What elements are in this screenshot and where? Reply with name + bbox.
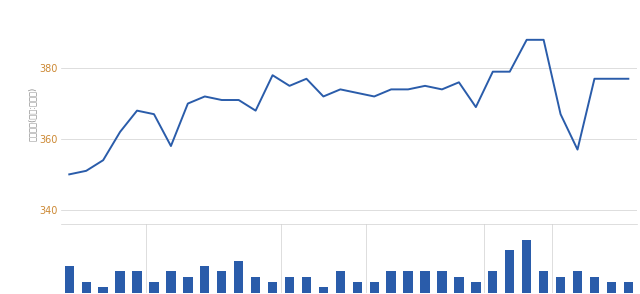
Bar [234,261,243,293]
Bar [319,287,328,293]
Bar [132,271,141,293]
Bar [623,282,633,293]
Bar [471,282,481,293]
Bar [369,282,379,293]
Bar [403,271,413,293]
Bar [607,282,616,293]
Bar [285,277,294,293]
Bar [183,277,193,293]
Bar [556,277,565,293]
Bar [387,271,396,293]
Bar [166,271,175,293]
Bar [420,271,429,293]
Bar [353,282,362,293]
Bar [590,277,599,293]
Bar [573,271,582,293]
Bar [251,277,260,293]
Bar [217,271,227,293]
Bar [302,277,311,293]
Bar [539,271,548,293]
Bar [335,271,345,293]
Bar [268,282,277,293]
Bar [505,250,515,293]
Bar [454,277,463,293]
Bar [149,282,159,293]
Y-axis label: 거래금액(단위:백만원): 거래금액(단위:백만원) [28,87,37,141]
Bar [65,266,74,293]
Bar [488,271,497,293]
Bar [115,271,125,293]
Bar [81,282,91,293]
Bar [99,287,108,293]
Bar [522,240,531,293]
Bar [200,266,209,293]
Bar [437,271,447,293]
